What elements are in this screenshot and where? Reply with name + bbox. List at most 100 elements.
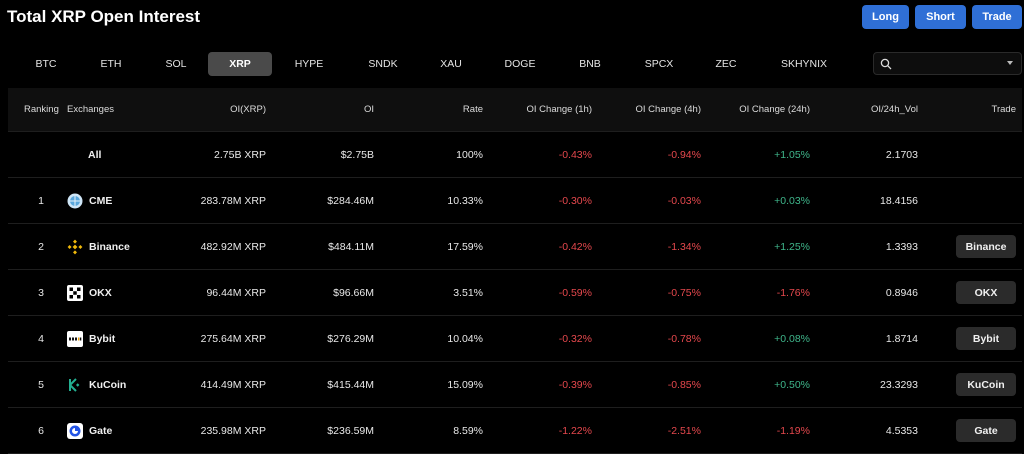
exchange-name: All — [88, 148, 102, 161]
oi-cell: $236.59M — [327, 424, 374, 437]
change-1h-cell: -0.59% — [558, 286, 592, 299]
oi-vol-cell: 18.4156 — [880, 194, 918, 207]
oi-cell: $415.44M — [327, 378, 374, 391]
kucoin-icon — [67, 377, 83, 393]
col-oi-xrp[interactable]: OI(XRP) — [230, 104, 266, 115]
trade-binance-button[interactable]: Binance — [956, 235, 1016, 258]
col-rate[interactable]: Rate — [462, 104, 483, 115]
table-row: 4 Bybit 275.64M XRP $276.29M 10.04% -0.32% -0.… — [8, 316, 1022, 362]
cme-icon — [67, 193, 83, 209]
oi-vol-cell: 4.5353 — [885, 424, 918, 437]
change-4h-cell: -0.85% — [667, 378, 701, 391]
tab-sol[interactable]: SOL — [165, 58, 187, 70]
tab-xrp[interactable]: XRP — [208, 52, 272, 76]
trade-cell: Bybit — [916, 316, 1016, 361]
exchange-cell[interactable]: Binance — [67, 224, 130, 269]
rank-cell: 1 — [38, 194, 44, 207]
gate-icon — [67, 422, 83, 439]
change-4h-cell: -0.03% — [667, 194, 701, 207]
trade-cell: Binance — [916, 224, 1016, 269]
table-header: Ranking Exchanges OI(XRP) OI Rate OI Cha… — [8, 88, 1022, 132]
change-24h-cell: +1.25% — [774, 240, 810, 253]
change-1h-cell: -0.32% — [558, 332, 592, 345]
exchange-cell[interactable]: Bybit — [67, 316, 115, 361]
oi-vol-cell: 0.8946 — [885, 286, 918, 299]
change-4h-cell: -0.94% — [667, 148, 701, 161]
chevron-down-icon[interactable] — [1007, 61, 1013, 65]
trade-gate-button[interactable]: Gate — [956, 419, 1016, 442]
change-1h-cell: -1.22% — [558, 424, 592, 437]
trade-cell — [916, 132, 1016, 177]
col-oi-vol[interactable]: OI/24h_Vol — [870, 104, 918, 115]
change-24h-cell: +0.50% — [774, 378, 810, 391]
change-1h-cell: -0.42% — [558, 240, 592, 253]
exchange-cell[interactable]: KuCoin — [67, 362, 126, 407]
oi-vol-cell: 1.8714 — [885, 332, 918, 345]
long-button[interactable]: Long — [862, 5, 909, 29]
tab-btc[interactable]: BTC — [35, 58, 57, 70]
oi-xrp-cell: 283.78M XRP — [200, 194, 266, 207]
change-1h-cell: -0.43% — [558, 148, 592, 161]
rank-cell — [24, 132, 58, 177]
table-row: All 2.75B XRP $2.75B 100% -0.43% -0.94% +1.05%… — [8, 132, 1022, 178]
change-4h-cell: -0.78% — [667, 332, 701, 345]
tab-zec[interactable]: ZEC — [715, 58, 737, 70]
change-4h-cell: -2.51% — [667, 424, 701, 437]
tab-skhynix[interactable]: SKHYNIX — [780, 58, 828, 70]
col-change-1h[interactable]: OI Change (1h) — [526, 104, 592, 115]
change-4h-cell: -1.34% — [667, 240, 701, 253]
col-change-4h[interactable]: OI Change (4h) — [635, 104, 701, 115]
search-input[interactable] — [873, 52, 1022, 75]
trade-button[interactable]: Trade — [972, 5, 1022, 29]
trade-cell — [916, 178, 1016, 223]
page-title: Total XRP Open Interest — [7, 7, 201, 26]
change-1h-cell: -0.39% — [558, 378, 592, 391]
oi-vol-cell: 1.3393 — [885, 240, 918, 253]
tab-hype[interactable]: HYPE — [294, 58, 324, 70]
trade-cell: Gate — [916, 408, 1016, 453]
table-row: 3 OKX 96.44M XRP $96.66M 3.51% -0.59% -0.75% -1… — [8, 270, 1022, 316]
tab-xau[interactable]: XAU — [440, 58, 462, 70]
rank-cell: 4 — [38, 332, 44, 345]
exchange-name: Bybit — [89, 332, 116, 345]
trade-cell: KuCoin — [916, 362, 1016, 407]
oi-xrp-cell: 235.98M XRP — [200, 424, 266, 437]
oi-cell: $276.29M — [327, 332, 374, 345]
rate-cell: 15.09% — [447, 378, 483, 391]
oi-cell: $484.11M — [328, 240, 374, 253]
col-trade: Trade — [991, 104, 1016, 115]
change-1h-cell: -0.30% — [558, 194, 592, 207]
exchange-name: CME — [89, 194, 113, 207]
bybit-icon — [67, 330, 83, 347]
exchange-name: KuCoin — [89, 378, 127, 391]
change-24h-cell: +1.05% — [774, 148, 810, 161]
trade-bybit-button[interactable]: Bybit — [956, 327, 1016, 350]
tab-bnb[interactable]: BNB — [579, 58, 601, 70]
oi-xrp-cell: 96.44M XRP — [206, 286, 266, 299]
rate-cell: 3.51% — [453, 286, 483, 299]
col-change-24h[interactable]: OI Change (24h) — [739, 104, 810, 115]
col-exchanges[interactable]: Exchanges — [67, 104, 115, 115]
tab-eth[interactable]: ETH — [100, 58, 122, 70]
col-ranking[interactable]: Ranking — [24, 104, 59, 115]
exchange-cell[interactable]: CME — [67, 178, 112, 223]
binance-icon — [67, 239, 83, 255]
short-button[interactable]: Short — [915, 5, 966, 29]
oi-cell: $2.75B — [340, 148, 374, 161]
tab-sndk[interactable]: SNDK — [368, 58, 398, 70]
rate-cell: 10.04% — [447, 332, 483, 345]
trade-cell: OKX — [916, 270, 1016, 315]
tab-doge[interactable]: DOGE — [504, 58, 536, 70]
rank-cell: 5 — [38, 378, 44, 391]
trade-kucoin-button[interactable]: KuCoin — [956, 373, 1016, 396]
change-24h-cell: -1.19% — [776, 424, 810, 437]
exchange-cell[interactable]: OKX — [67, 270, 112, 315]
rank-cell: 3 — [38, 286, 44, 299]
tab-spcx[interactable]: SPCX — [644, 58, 674, 70]
rank-cell: 2 — [38, 240, 44, 253]
trade-okx-button[interactable]: OKX — [956, 281, 1016, 304]
oi-xrp-cell: 275.64M XRP — [200, 332, 266, 345]
col-oi[interactable]: OI — [363, 104, 374, 115]
exchange-cell[interactable]: Gate — [67, 408, 112, 453]
exchange-name: Gate — [89, 424, 113, 437]
